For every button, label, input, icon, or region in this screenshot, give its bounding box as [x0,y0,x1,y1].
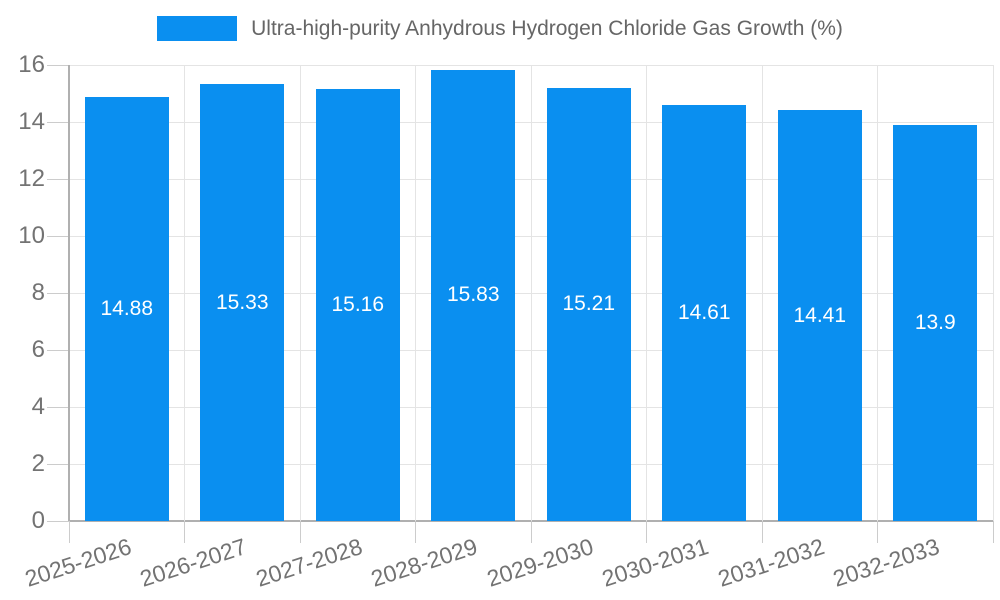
x-tick-mark [646,521,647,543]
y-tick-mark [47,349,69,351]
chart-legend-item[interactable]: Ultra-high-purity Anhydrous Hydrogen Chl… [0,16,1000,41]
x-tick-mark [530,521,532,543]
x-tick-label: 2026-2027 [137,533,250,592]
y-tick-mark [47,463,69,465]
bar-value-label: 14.88 [100,296,154,320]
x-tick-mark [68,521,70,543]
y-tick-label: 4 [31,393,45,420]
v-gridline [415,65,416,521]
legend-label: Ultra-high-purity Anhydrous Hydrogen Chl… [251,16,843,40]
x-tick-label: 2030-2031 [599,533,712,592]
y-tick-mark [47,64,69,66]
v-gridline [184,65,185,521]
bar-value-label: 15.33 [215,290,269,314]
y-tick-mark [47,121,69,123]
y-tick-mark [47,178,69,180]
y-tick-label: 12 [18,165,45,192]
bar-value-label: 15.21 [562,292,616,316]
bar-value-label: 15.16 [331,292,385,316]
bar[interactable]: 15.21 [546,87,631,521]
legend-swatch-icon [157,16,238,41]
y-tick-label: 2 [31,450,45,477]
y-tick-label: 14 [18,108,45,135]
x-tick-mark [415,521,416,543]
y-tick-mark [47,406,69,408]
y-axis-line [68,65,70,521]
x-tick-label: 2028-2029 [368,533,481,592]
bar[interactable]: 14.41 [777,110,862,521]
x-tick-label: 2029-2030 [483,533,597,592]
bar-value-label: 15.83 [446,283,500,307]
x-tick-label: 2032-2033 [830,533,943,592]
y-tick-label: 16 [18,51,45,78]
v-gridline [646,65,647,521]
bar-value-label: 14.41 [793,303,847,327]
v-gridline [299,65,301,521]
v-gridline [992,65,994,521]
x-tick-mark [299,521,301,543]
y-tick-mark [47,235,69,237]
x-tick-label: 2027-2028 [252,533,366,592]
x-tick-mark [992,521,994,543]
v-gridline [530,65,532,521]
x-tick-mark [877,521,878,543]
y-tick-label: 10 [18,222,45,249]
v-gridline [877,65,878,521]
bar-value-label: 14.61 [677,300,731,324]
bar[interactable]: 15.83 [431,69,516,521]
x-tick-label: 2031-2032 [714,533,828,592]
y-tick-mark [47,292,69,294]
bar[interactable]: 15.33 [200,84,285,521]
bar-value-label: 13.9 [914,310,956,334]
bar[interactable]: 14.61 [662,104,747,521]
x-tick-label: 2025-2026 [21,533,135,592]
y-tick-mark [47,520,69,522]
x-tick-mark [761,521,763,543]
bar[interactable]: 14.88 [84,96,169,521]
y-tick-label: 8 [31,279,45,306]
y-tick-label: 6 [31,336,45,363]
y-tick-label: 0 [31,507,45,534]
v-gridline [761,65,763,521]
bar[interactable]: 15.16 [315,88,400,521]
x-tick-mark [184,521,185,543]
bar[interactable]: 13.9 [893,124,978,521]
